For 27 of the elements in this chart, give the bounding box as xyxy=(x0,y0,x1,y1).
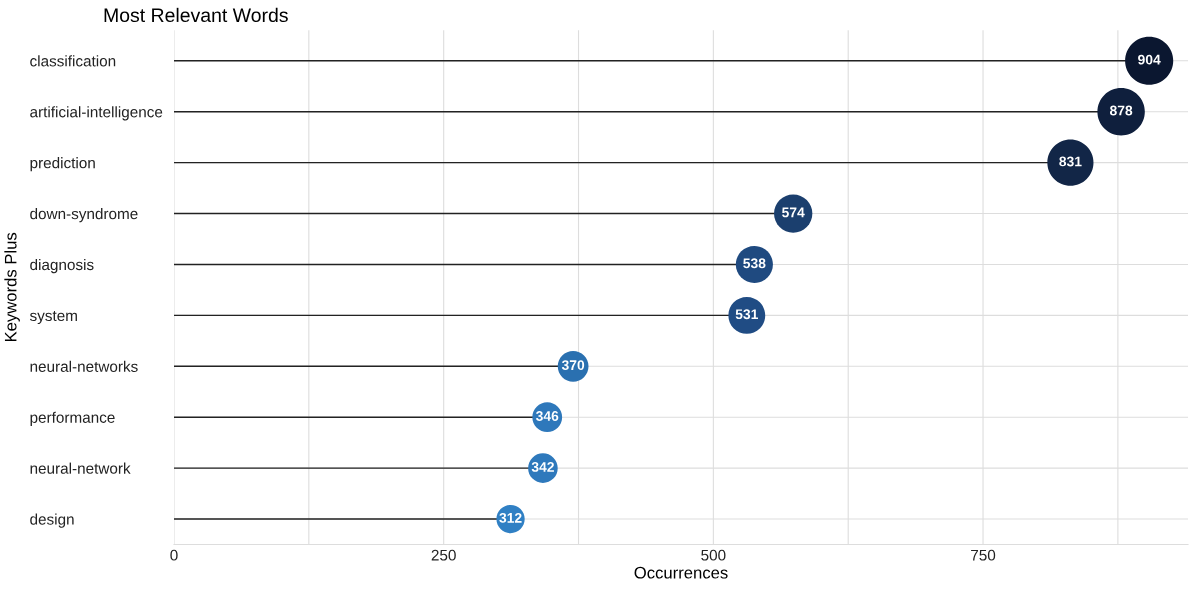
y-tick-label: neural-networks xyxy=(30,360,138,372)
y-tick-label: neural-network xyxy=(30,462,131,474)
y-tick-label: prediction xyxy=(30,157,95,172)
x-tick-label: 750 xyxy=(971,549,996,561)
y-tick-label: classification xyxy=(30,55,116,67)
x-tick-label: 500 xyxy=(701,549,726,561)
y-tick-label: performance xyxy=(30,411,115,426)
y-tick-label: artificial-intelligence xyxy=(30,106,163,121)
y-tick-label: down-syndrome xyxy=(30,208,138,223)
data-label: 370 xyxy=(561,360,585,371)
x-axis-title: Occurrences xyxy=(634,566,728,579)
data-label: 538 xyxy=(743,258,766,269)
data-label: 342 xyxy=(531,462,554,472)
y-tick-label: system xyxy=(29,311,77,325)
data-label: 878 xyxy=(1109,105,1133,116)
x-tick-label: 250 xyxy=(431,549,456,561)
data-label: 346 xyxy=(535,411,559,421)
data-label: 531 xyxy=(735,309,758,320)
y-tick-label: design xyxy=(30,513,74,528)
data-label: 574 xyxy=(782,207,805,218)
y-tick-label: diagnosis xyxy=(30,258,94,274)
data-label: 904 xyxy=(1138,54,1161,65)
chart-title: Most Relevant Words xyxy=(104,7,288,23)
data-label: 312 xyxy=(499,512,522,523)
data-label: 831 xyxy=(1059,156,1082,167)
y-axis-title: Keywords Plus xyxy=(4,232,20,342)
x-tick-label: 0 xyxy=(170,549,178,561)
